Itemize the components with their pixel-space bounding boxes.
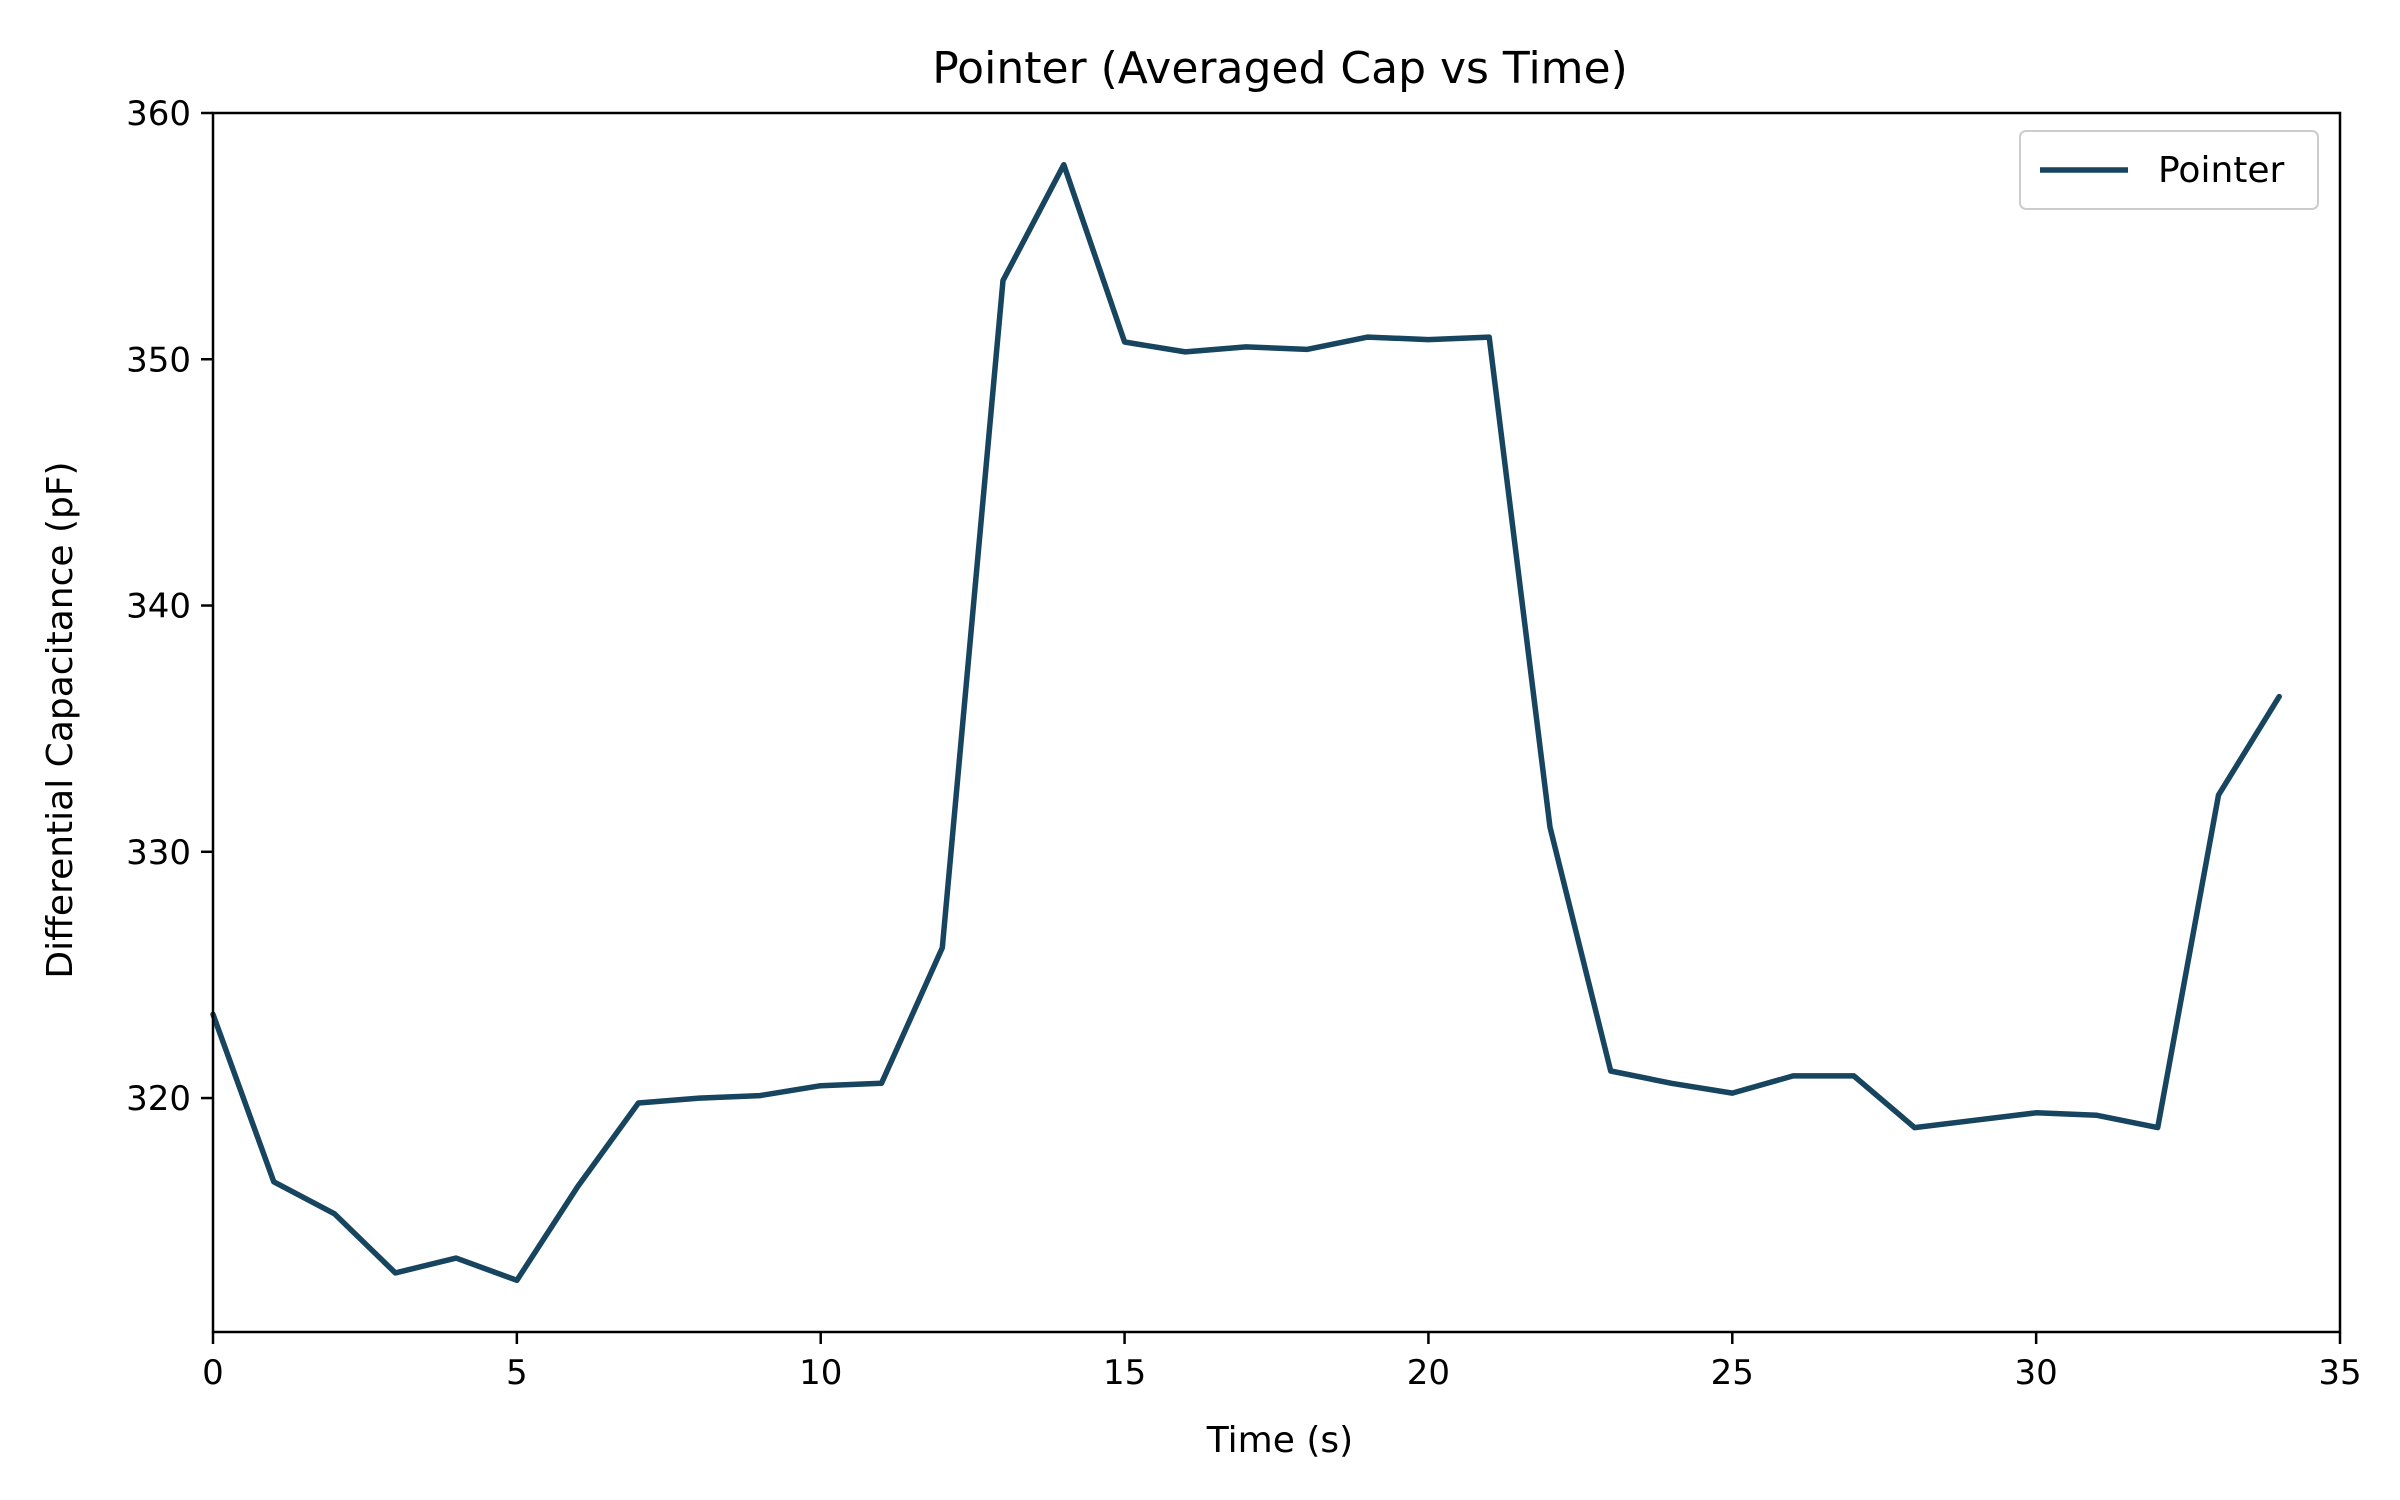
x-tick-label: 30 xyxy=(2015,1353,2058,1393)
plot-area xyxy=(210,161,2282,1284)
x-tick-label: 20 xyxy=(1407,1353,1450,1393)
x-axis: 0 5 10 15 20 25 30 35 xyxy=(202,1332,2362,1393)
legend-entry-label: Pointer xyxy=(2158,150,2285,191)
x-tick-label: 25 xyxy=(1711,1353,1754,1393)
y-tick-label: 320 xyxy=(126,1079,191,1119)
y-tick-label: 350 xyxy=(126,340,191,380)
y-tick-label: 360 xyxy=(126,94,191,134)
x-tick-label: 5 xyxy=(506,1353,528,1393)
plot-frame xyxy=(211,111,2342,1334)
x-axis-label: Time (s) xyxy=(1206,1420,1353,1461)
x-tick-label: 15 xyxy=(1103,1353,1146,1393)
y-axis-label: Differential Capacitance (pF) xyxy=(40,461,81,978)
chart-title: Pointer (Averaged Cap vs Time) xyxy=(932,43,1628,94)
x-tick-label: 10 xyxy=(799,1353,842,1393)
legend-box xyxy=(2019,130,2319,210)
x-tick-label: 35 xyxy=(2318,1353,2361,1393)
legend: Pointer xyxy=(2019,130,2319,210)
series-line-pointer xyxy=(210,161,2282,1284)
x-tick-label: 0 xyxy=(202,1353,224,1393)
y-tick-label: 330 xyxy=(126,833,191,873)
y-tick-label: 340 xyxy=(126,587,191,627)
y-axis: 320 330 340 350 360 xyxy=(126,94,213,1119)
